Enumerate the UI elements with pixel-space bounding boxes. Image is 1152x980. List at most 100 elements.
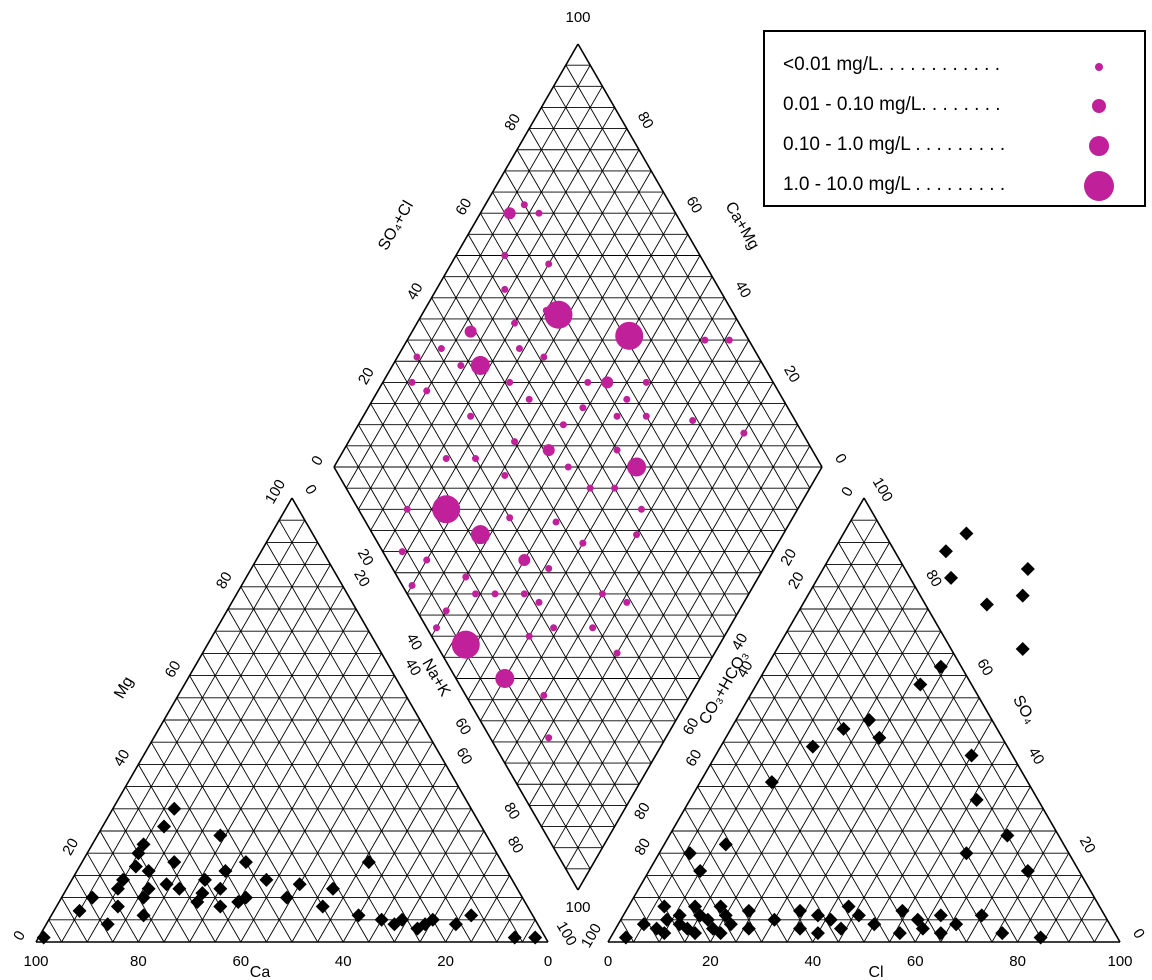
cation-point — [374, 912, 389, 927]
grid-line — [735, 608, 929, 943]
legend-label-medium: 0.01 - 0.10 mg/L. . . . . . . . — [783, 94, 1001, 115]
grid-line — [761, 630, 942, 943]
diamond-point — [403, 505, 411, 513]
grid-line — [317, 741, 434, 943]
legend-label-large: 0.10 - 1.0 mg/L . . . . . . . . . — [783, 134, 1006, 155]
legend-dot-medium — [1092, 99, 1106, 113]
cation-point — [141, 881, 156, 896]
diamond-point — [464, 325, 477, 338]
anion-point — [969, 792, 984, 807]
diamond-point — [413, 353, 421, 361]
cation-point — [128, 859, 143, 874]
diamond-point — [589, 624, 597, 632]
cation-point — [85, 890, 100, 905]
tick-label: 0 — [10, 928, 29, 944]
anion-point — [959, 526, 974, 541]
tick-label: 0 — [1129, 926, 1148, 942]
anion-point — [805, 739, 820, 754]
diamond-point — [613, 446, 621, 454]
diamond-point — [637, 505, 645, 513]
tick-label: 20 — [777, 546, 800, 569]
legend-label-xlarge: 1.0 - 10.0 mg/L . . . . . . . . . — [783, 174, 1006, 195]
diamond-point — [545, 260, 553, 268]
anion-point — [995, 926, 1010, 941]
diamond-point — [725, 336, 733, 344]
diamond-point — [472, 590, 480, 598]
diamond-point — [506, 378, 514, 386]
grid-line — [748, 697, 890, 943]
anion-point — [823, 912, 838, 927]
grid-line — [214, 630, 395, 943]
cation-point — [507, 930, 522, 945]
grid-line — [825, 564, 1044, 943]
anion-point — [1033, 930, 1048, 945]
diamond-points — [398, 201, 748, 742]
anion-point — [793, 921, 807, 936]
grid-line — [266, 542, 498, 943]
tick-label: 0 — [308, 453, 327, 469]
legend-dot-xlarge — [1084, 171, 1114, 201]
cation-point — [136, 908, 151, 923]
cation-point — [159, 877, 174, 892]
anion-point — [1000, 828, 1015, 843]
tick-label: 100 — [553, 919, 580, 949]
diamond-point — [501, 471, 509, 479]
cation-point — [195, 886, 210, 901]
tick-label: 20 — [355, 365, 378, 388]
tick-label: 100 — [869, 475, 896, 505]
tick-label: 60 — [683, 193, 706, 216]
diamond-point — [491, 590, 499, 598]
grid-line — [150, 741, 267, 943]
axis-title-cl: Cl — [868, 964, 883, 980]
cation-point — [528, 930, 543, 945]
diamond-point — [511, 319, 519, 327]
tick-label: 80 — [1009, 953, 1026, 970]
axis-title-co3hco3: CO₃+HCO₃ — [696, 648, 752, 727]
diamond-point — [701, 336, 709, 344]
grid-line — [522, 919, 536, 943]
anion-point — [836, 721, 851, 736]
grid-line — [812, 586, 1018, 943]
grid-line — [633, 519, 878, 943]
tick-label: 20 — [1076, 833, 1099, 856]
grid-line — [786, 630, 967, 943]
anion-point — [718, 837, 733, 852]
diamond-point — [462, 573, 470, 581]
tick-label: 60 — [451, 715, 474, 738]
diamond-point — [545, 734, 553, 742]
diamond-point — [423, 556, 431, 564]
diamond-point — [518, 554, 531, 567]
anion-point — [693, 863, 708, 878]
tick-label: 40 — [403, 630, 426, 653]
cation-point — [100, 917, 115, 932]
anion-point — [933, 659, 948, 674]
anion-point — [672, 908, 687, 923]
diamond-point — [442, 455, 450, 463]
diamond-point — [613, 649, 621, 657]
diamond-point — [408, 581, 416, 589]
grid-line — [1042, 875, 1082, 943]
diamond-point — [611, 484, 619, 492]
cation-point — [167, 855, 182, 870]
cation-point — [238, 855, 253, 870]
anion-point — [944, 570, 959, 585]
diamond-point — [451, 630, 480, 659]
grid-line — [227, 608, 421, 943]
tick-label: 40 — [110, 747, 133, 770]
diamond-point — [470, 355, 490, 375]
tick-label: 40 — [728, 630, 751, 653]
tick-label: 60 — [907, 953, 924, 970]
diamond-point — [442, 607, 450, 615]
tick-label: 100 — [262, 477, 289, 507]
grid-line — [61, 519, 306, 943]
anion-point — [713, 926, 728, 941]
tick-label: 20 — [437, 953, 454, 970]
axis-title-mg: Mg — [111, 674, 137, 702]
anion-point — [659, 912, 674, 927]
tick-label: 100 — [1107, 953, 1132, 970]
cation-point — [172, 881, 187, 896]
tick-label: 80 — [213, 569, 236, 592]
cation-point — [395, 912, 410, 927]
diamond-point — [535, 598, 543, 606]
grid-line — [253, 564, 472, 943]
